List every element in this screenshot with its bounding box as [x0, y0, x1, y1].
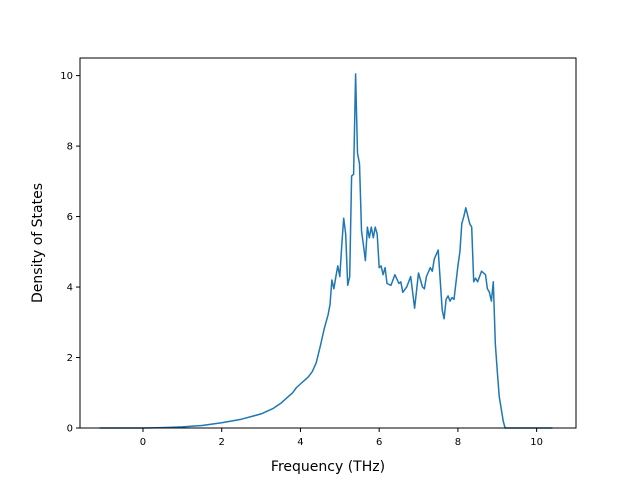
y-tick-label: 8 [67, 142, 73, 153]
y-axis-ticks: 0 2 4 6 8 10 [60, 71, 80, 435]
x-tick-label: 4 [297, 437, 303, 448]
axes-frame [79, 57, 577, 429]
plot-area [99, 73, 553, 429]
dos-series-line-0 [99, 73, 553, 429]
x-axis-label: Frequency (THz) [271, 459, 385, 475]
y-axis-label: Density of States [30, 183, 46, 303]
x-tick-label: 6 [376, 437, 382, 448]
y-tick-label: 6 [67, 212, 73, 223]
x-tick-label: 2 [219, 437, 225, 448]
y-tick-label: 4 [67, 283, 73, 294]
y-tick-label: 2 [67, 353, 73, 364]
x-axis-ticks: 0 2 4 6 8 10 [140, 428, 543, 448]
x-tick-label: 10 [530, 437, 543, 448]
x-tick-label: 8 [455, 437, 461, 448]
y-tick-label: 10 [60, 71, 73, 82]
x-tick-label: 0 [140, 437, 146, 448]
y-tick-label: 0 [67, 424, 73, 435]
